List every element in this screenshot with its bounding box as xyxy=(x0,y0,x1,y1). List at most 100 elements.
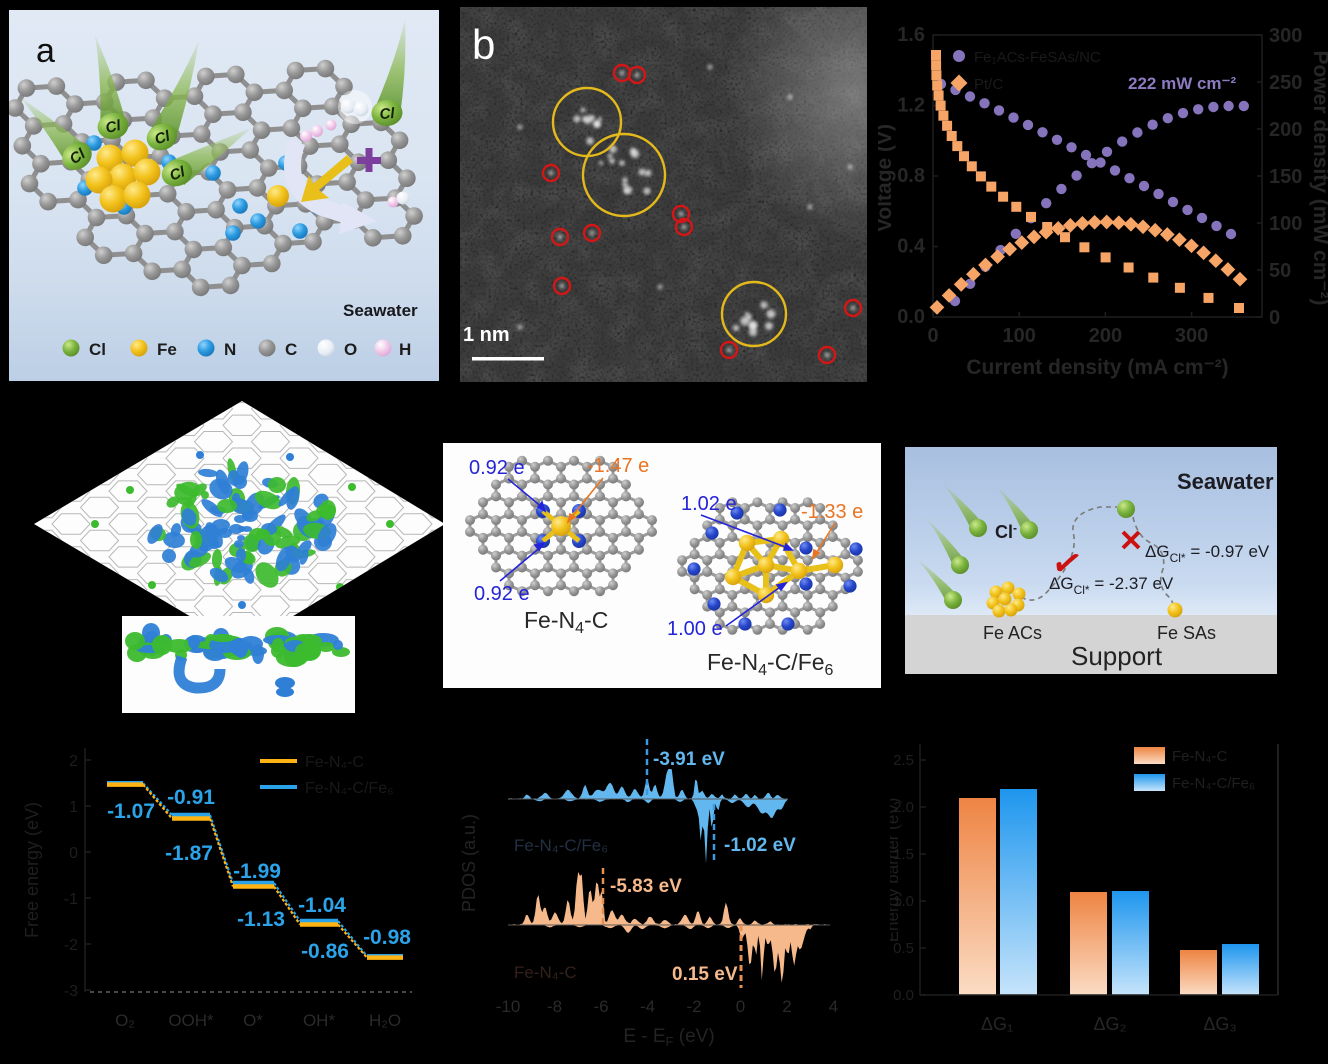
svg-text:Cl-: Cl- xyxy=(995,521,1017,542)
svg-text:1.02 e: 1.02 e xyxy=(681,493,737,515)
svg-text:200: 200 xyxy=(1269,119,1302,141)
svg-text:300: 300 xyxy=(1269,25,1302,47)
svg-text:0.8: 0.8 xyxy=(897,165,925,187)
svg-text:0: 0 xyxy=(736,997,745,1016)
svg-text:-1.47 e: -1.47 e xyxy=(587,455,649,477)
svg-text:ΔG₂: ΔG₂ xyxy=(1093,1014,1126,1034)
svg-text:Energy barrier (eV): Energy barrier (eV) xyxy=(890,798,902,943)
svg-text:Cl: Cl xyxy=(153,127,173,148)
svg-text:H: H xyxy=(399,340,411,359)
svg-text:1.2: 1.2 xyxy=(897,95,925,117)
svg-text:C: C xyxy=(285,340,297,359)
svg-text:50: 50 xyxy=(1269,260,1291,282)
svg-text:Fe-N₄-C: Fe-N₄-C xyxy=(514,963,577,982)
svg-text:OH*: OH* xyxy=(303,1011,336,1030)
svg-text:1.6: 1.6 xyxy=(897,24,925,46)
svg-text:N: N xyxy=(224,340,236,359)
svg-text:-1.02 eV: -1.02 eV xyxy=(724,835,796,856)
svg-text:b: b xyxy=(472,21,495,68)
svg-text:-1.04: -1.04 xyxy=(298,894,346,917)
svg-text:-4: -4 xyxy=(640,997,655,1016)
svg-text:-10: -10 xyxy=(496,997,521,1016)
svg-text:2.0: 2.0 xyxy=(893,799,914,816)
svg-text:1: 1 xyxy=(69,799,78,816)
svg-text:O*: O* xyxy=(243,1011,263,1030)
svg-text:Fe: Fe xyxy=(157,340,177,359)
svg-text:Fe ACs: Fe ACs xyxy=(983,623,1042,643)
svg-text:0.5: 0.5 xyxy=(893,940,914,957)
svg-text:0.15 eV: 0.15 eV xyxy=(672,964,738,985)
svg-text:Fe-N₄-C/Fe₆: Fe-N₄-C/Fe₆ xyxy=(305,780,394,797)
svg-text:0.0: 0.0 xyxy=(897,306,925,328)
svg-text:E - EF (eV): E - EF (eV) xyxy=(623,1026,714,1049)
svg-text:-1: -1 xyxy=(64,891,78,908)
svg-text:150: 150 xyxy=(1269,166,1302,188)
svg-text:2: 2 xyxy=(782,997,791,1016)
svg-text:0: 0 xyxy=(927,325,938,347)
svg-text:Seawater: Seawater xyxy=(343,301,418,320)
svg-text:1.00 e: 1.00 e xyxy=(667,618,723,640)
svg-text:1 nm: 1 nm xyxy=(463,324,510,346)
svg-text:Voltage (V): Voltage (V) xyxy=(878,124,896,232)
svg-text:Cl: Cl xyxy=(89,340,106,359)
svg-text:2: 2 xyxy=(69,753,78,770)
svg-text:Power density (mW cm⁻²): Power density (mW cm⁻²) xyxy=(1309,51,1328,306)
svg-text:-6: -6 xyxy=(593,997,608,1016)
svg-text:0.4: 0.4 xyxy=(897,236,926,258)
svg-text:-1.07: -1.07 xyxy=(107,800,155,823)
svg-text:0.0: 0.0 xyxy=(893,987,914,1004)
svg-text:Fe-N₄-C: Fe-N₄-C xyxy=(305,754,364,771)
svg-text:0: 0 xyxy=(1269,307,1280,329)
svg-text:300: 300 xyxy=(1175,325,1208,347)
svg-text:Cl: Cl xyxy=(379,105,396,123)
svg-text:-0.98: -0.98 xyxy=(363,926,411,949)
svg-text:-2: -2 xyxy=(686,997,701,1016)
svg-text:O₂: O₂ xyxy=(115,1011,135,1030)
svg-text:-2: -2 xyxy=(64,937,78,954)
svg-text:ΔGCl* = -2.37 eV: ΔGCl* = -2.37 eV xyxy=(1049,574,1174,597)
svg-text:-5.83 eV: -5.83 eV xyxy=(610,876,682,897)
svg-text:100: 100 xyxy=(1269,213,1302,235)
svg-text:1.0: 1.0 xyxy=(893,893,914,910)
svg-text:Support: Support xyxy=(1071,641,1163,671)
svg-text:-1.87: -1.87 xyxy=(165,842,213,865)
svg-text:-1.99: -1.99 xyxy=(233,860,281,883)
svg-text:O: O xyxy=(344,340,357,359)
svg-text:Fe-N₄-C: Fe-N₄-C xyxy=(1172,748,1227,765)
svg-text:Pt/C: Pt/C xyxy=(974,76,1003,93)
svg-text:250: 250 xyxy=(1269,72,1302,94)
svg-text:-0.86: -0.86 xyxy=(301,940,349,963)
svg-text:H₂O: H₂O xyxy=(369,1011,401,1030)
svg-text:-1.13: -1.13 xyxy=(237,908,285,931)
svg-text:1.5: 1.5 xyxy=(893,846,914,863)
svg-text:-1.33 e: -1.33 e xyxy=(801,501,863,523)
svg-text:a: a xyxy=(36,32,55,70)
svg-text:Current density (mA cm⁻²): Current density (mA cm⁻²) xyxy=(966,356,1228,379)
svg-text:-3.91 eV: -3.91 eV xyxy=(653,749,725,770)
svg-text:200: 200 xyxy=(1089,325,1122,347)
svg-text:100: 100 xyxy=(1003,325,1036,347)
svg-text:Seawater: Seawater xyxy=(1177,469,1274,494)
svg-text:-8: -8 xyxy=(547,997,562,1016)
svg-text:Fe-N4-C: Fe-N4-C xyxy=(524,607,608,637)
svg-text:Fe₁ACs-FeSAs/NC: Fe₁ACs-FeSAs/NC xyxy=(974,49,1101,66)
svg-text:ΔG₁: ΔG₁ xyxy=(981,1014,1013,1034)
svg-text:4: 4 xyxy=(829,997,838,1016)
svg-text:Cl: Cl xyxy=(167,163,188,184)
svg-text:OOH*: OOH* xyxy=(168,1011,214,1030)
svg-text:ΔG₃: ΔG₃ xyxy=(1203,1014,1236,1034)
svg-text:Fe-N4-C/Fe6: Fe-N4-C/Fe6 xyxy=(707,649,834,679)
svg-text:PDOS (a.u.): PDOS (a.u.) xyxy=(459,814,479,912)
svg-text:Fe-N₄-C/Fe₆: Fe-N₄-C/Fe₆ xyxy=(514,836,608,855)
svg-text:Fe SAs: Fe SAs xyxy=(1157,623,1216,643)
svg-text:0: 0 xyxy=(69,845,78,862)
svg-text:Cl: Cl xyxy=(104,117,123,137)
svg-text:Fe-N₄-C/Fe₆: Fe-N₄-C/Fe₆ xyxy=(1172,775,1255,792)
svg-text:-3: -3 xyxy=(64,983,78,1000)
svg-text:222 mW cm⁻²: 222 mW cm⁻² xyxy=(1128,74,1237,93)
svg-text:-0.91: -0.91 xyxy=(167,786,215,809)
svg-text:0.92 e: 0.92 e xyxy=(469,457,525,479)
svg-text:2.5: 2.5 xyxy=(893,752,914,769)
svg-text:Free energy (eV): Free energy (eV) xyxy=(22,802,42,938)
svg-text:0.92 e: 0.92 e xyxy=(474,583,530,605)
